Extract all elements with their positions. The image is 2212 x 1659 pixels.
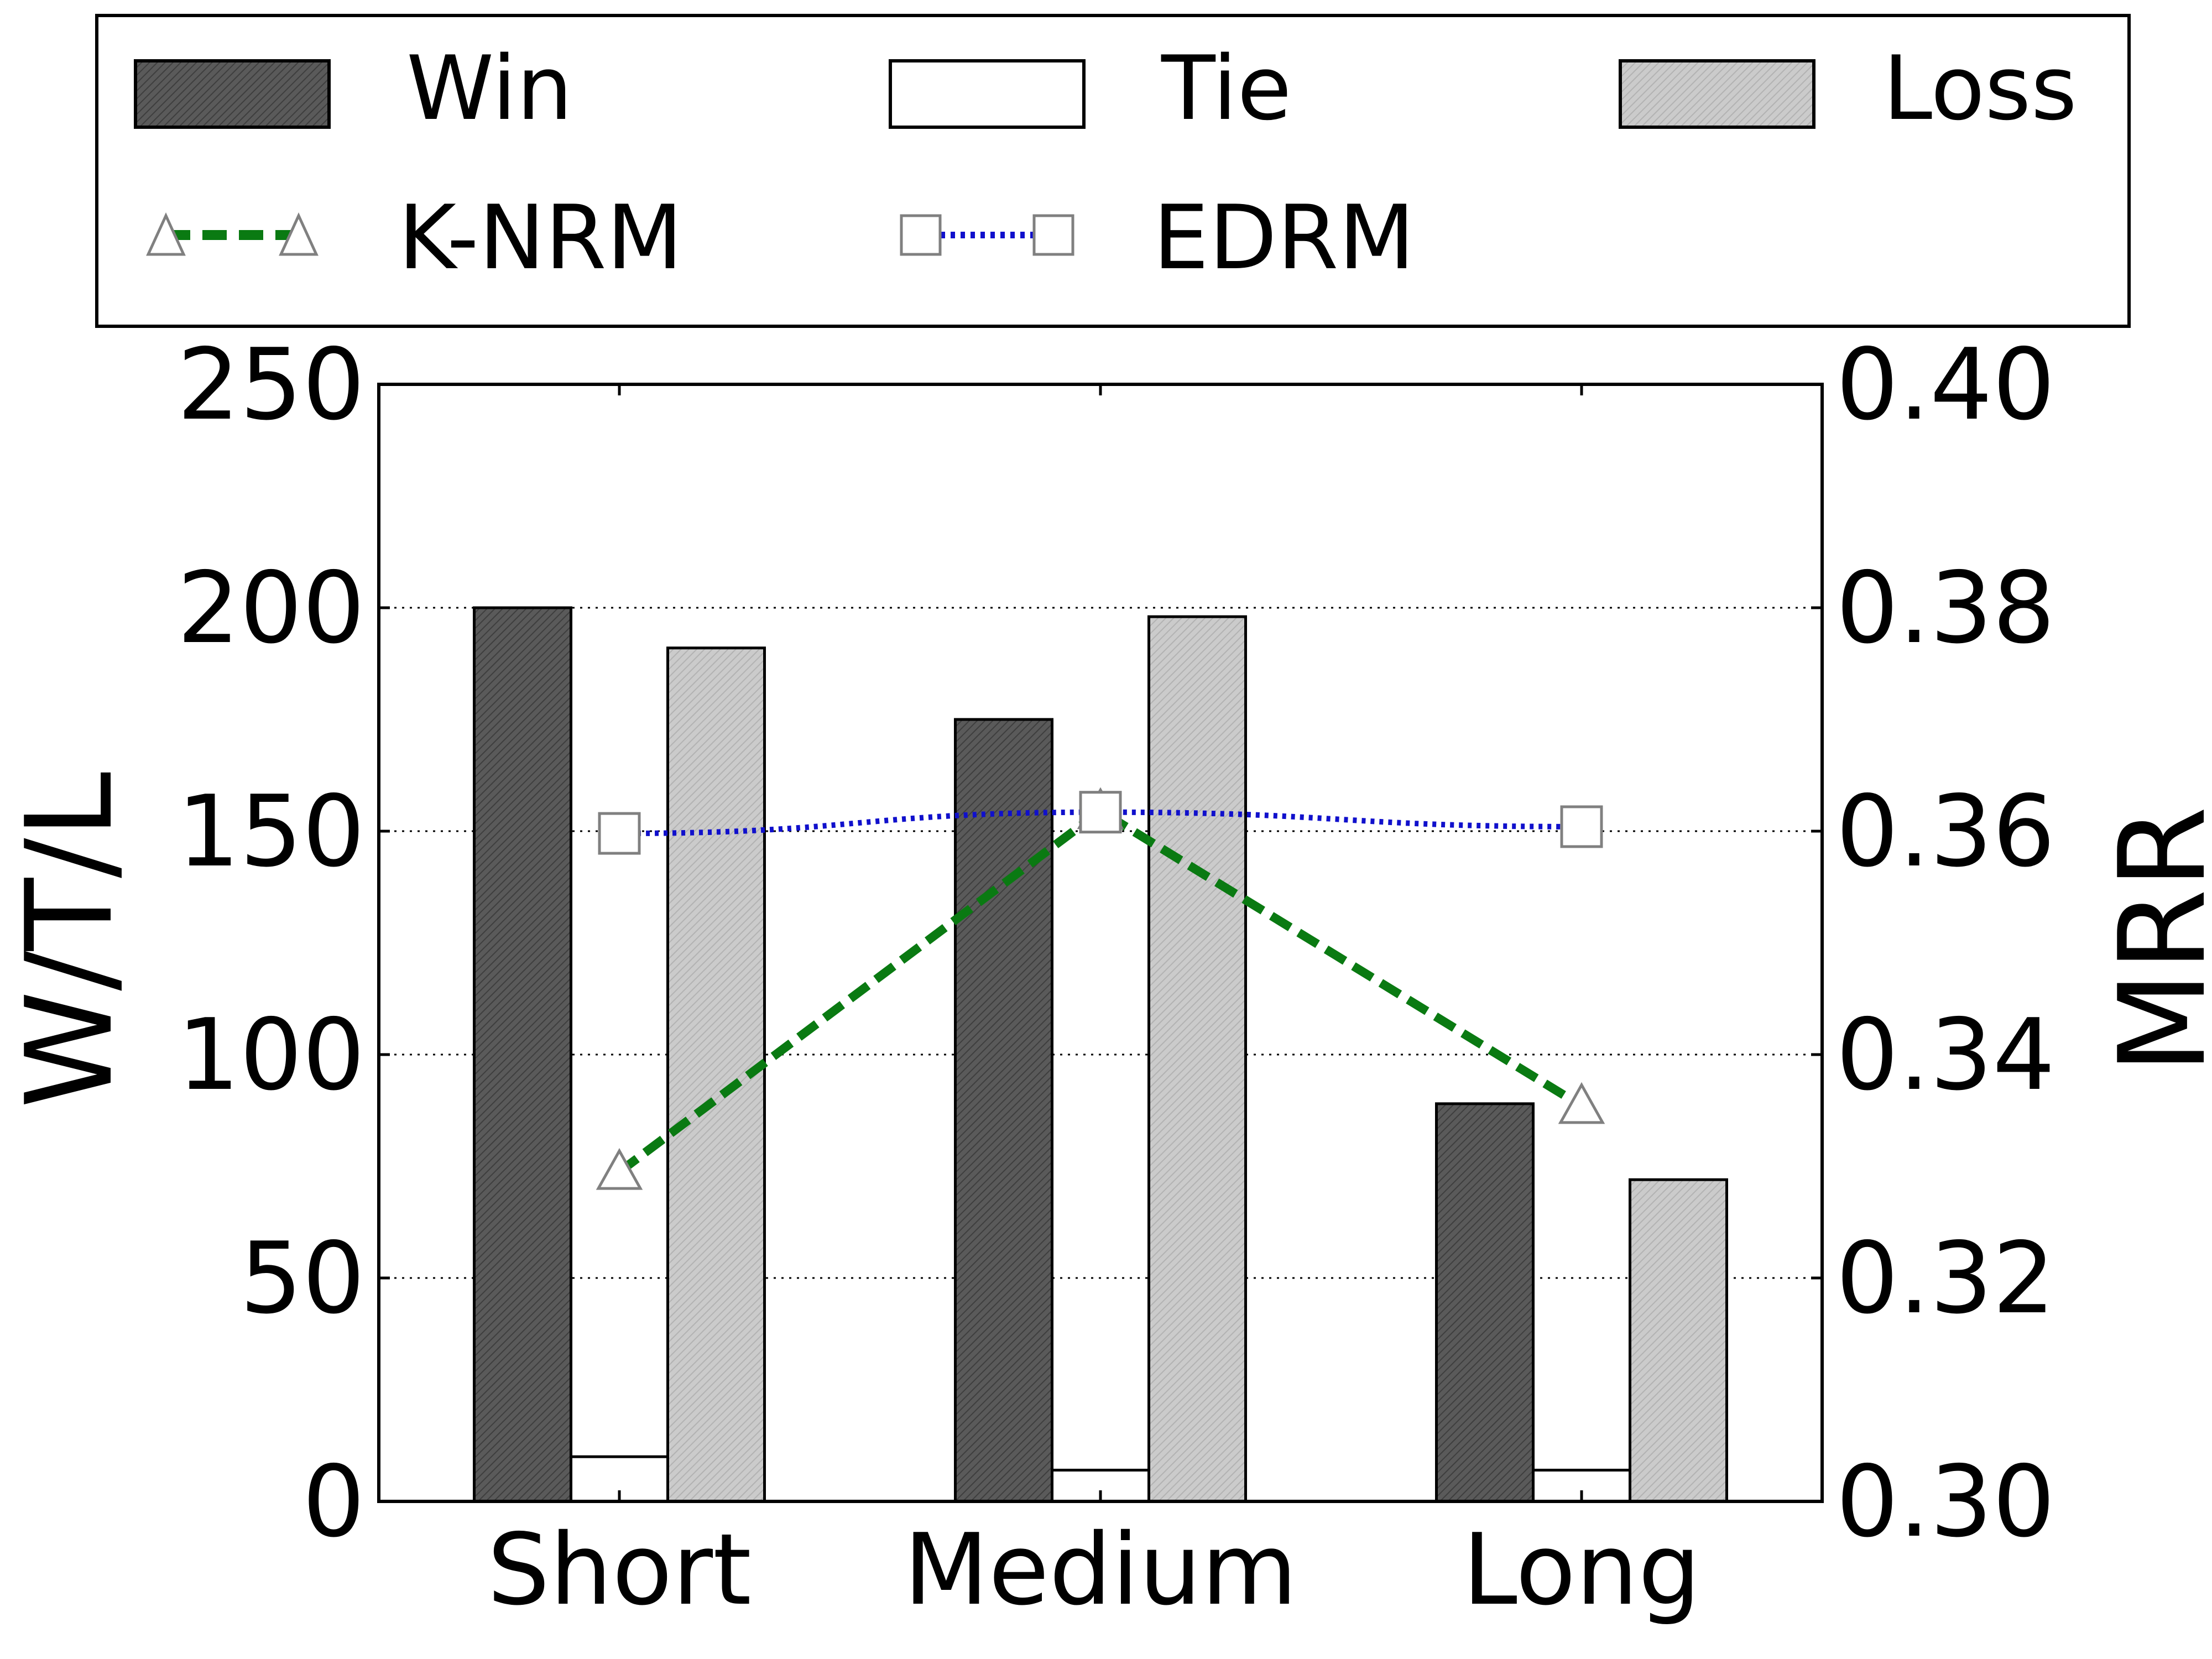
x-axis-ticks: Short Medium Long (487, 384, 1700, 1627)
legend-swatch-tie (889, 59, 1086, 129)
legend-swatch-win (134, 59, 331, 129)
legend-marker-knrm-left (146, 212, 186, 256)
legend-label-knrm: K-NRM (398, 186, 683, 289)
left-tick-label-3: 150 (177, 774, 365, 889)
left-tick-label-4: 200 (177, 551, 365, 665)
legend-marker-knrm-right (279, 212, 319, 256)
x-tick-label-2: Long (1463, 1512, 1701, 1627)
marker-edrm-short (598, 812, 641, 855)
left-axis-ticks: 0 50 100 150 200 250 (177, 327, 1822, 1559)
bar-loss-medium (1147, 615, 1247, 1503)
legend-label-win: Win (406, 36, 573, 140)
bar-win-long (1435, 1102, 1535, 1503)
marker-knrm-long (1558, 1082, 1605, 1124)
bar-win-medium (954, 718, 1053, 1503)
legend-swatch-loss (1619, 59, 1815, 129)
left-tick-label-1: 50 (240, 1221, 366, 1335)
legend-marker-edrm-left (900, 214, 942, 256)
left-tick-label-2: 100 (177, 998, 365, 1112)
legend-label-tie: Tie (1161, 36, 1292, 140)
line-knrm (617, 805, 1584, 1176)
legend-label-loss: Loss (1883, 36, 2077, 140)
legend-item-tie: Tie (889, 36, 1292, 140)
x-tick-label-1: Medium (904, 1512, 1297, 1627)
gridlines (379, 607, 1822, 1279)
bar-win-short (473, 606, 572, 1503)
marker-edrm-medium (1079, 791, 1122, 834)
x-tick-label-0: Short (487, 1512, 752, 1627)
legend-label-edrm: EDRM (1153, 186, 1415, 289)
left-tick-label-5: 250 (177, 327, 365, 442)
legend-marker-edrm-right (1032, 214, 1074, 256)
marker-knrm-short (596, 1147, 643, 1190)
left-tick-label-0: 0 (302, 1444, 365, 1559)
legend-item-knrm: K-NRM (146, 186, 683, 289)
legend-item-edrm: EDRM (900, 186, 1415, 289)
right-axis-ticks: 0.30 0.32 0.34 0.36 0.38 0.40 (1836, 327, 2055, 1559)
bar-loss-long (1629, 1178, 1728, 1503)
right-tick-label-2: 0.34 (1836, 998, 2055, 1112)
marker-edrm-long (1560, 805, 1603, 848)
mrr-lines (596, 787, 1605, 1190)
plot-frame (377, 383, 1824, 1503)
right-tick-label-3: 0.36 (1836, 774, 2055, 889)
right-tick-label-0: 0.30 (1836, 1444, 2055, 1559)
legend: Win Tie Loss K-NRM EDRM (95, 14, 2131, 328)
right-tick-label-5: 0.40 (1836, 327, 2055, 442)
legend-item-loss: Loss (1619, 36, 2077, 140)
legend-item-win: Win (134, 36, 573, 140)
right-tick-label-4: 0.38 (1836, 551, 2055, 665)
left-axis-label: W/T/L (0, 772, 139, 1109)
right-axis-label: MRR (2093, 806, 2212, 1074)
right-tick-label-1: 0.32 (1836, 1221, 2055, 1335)
